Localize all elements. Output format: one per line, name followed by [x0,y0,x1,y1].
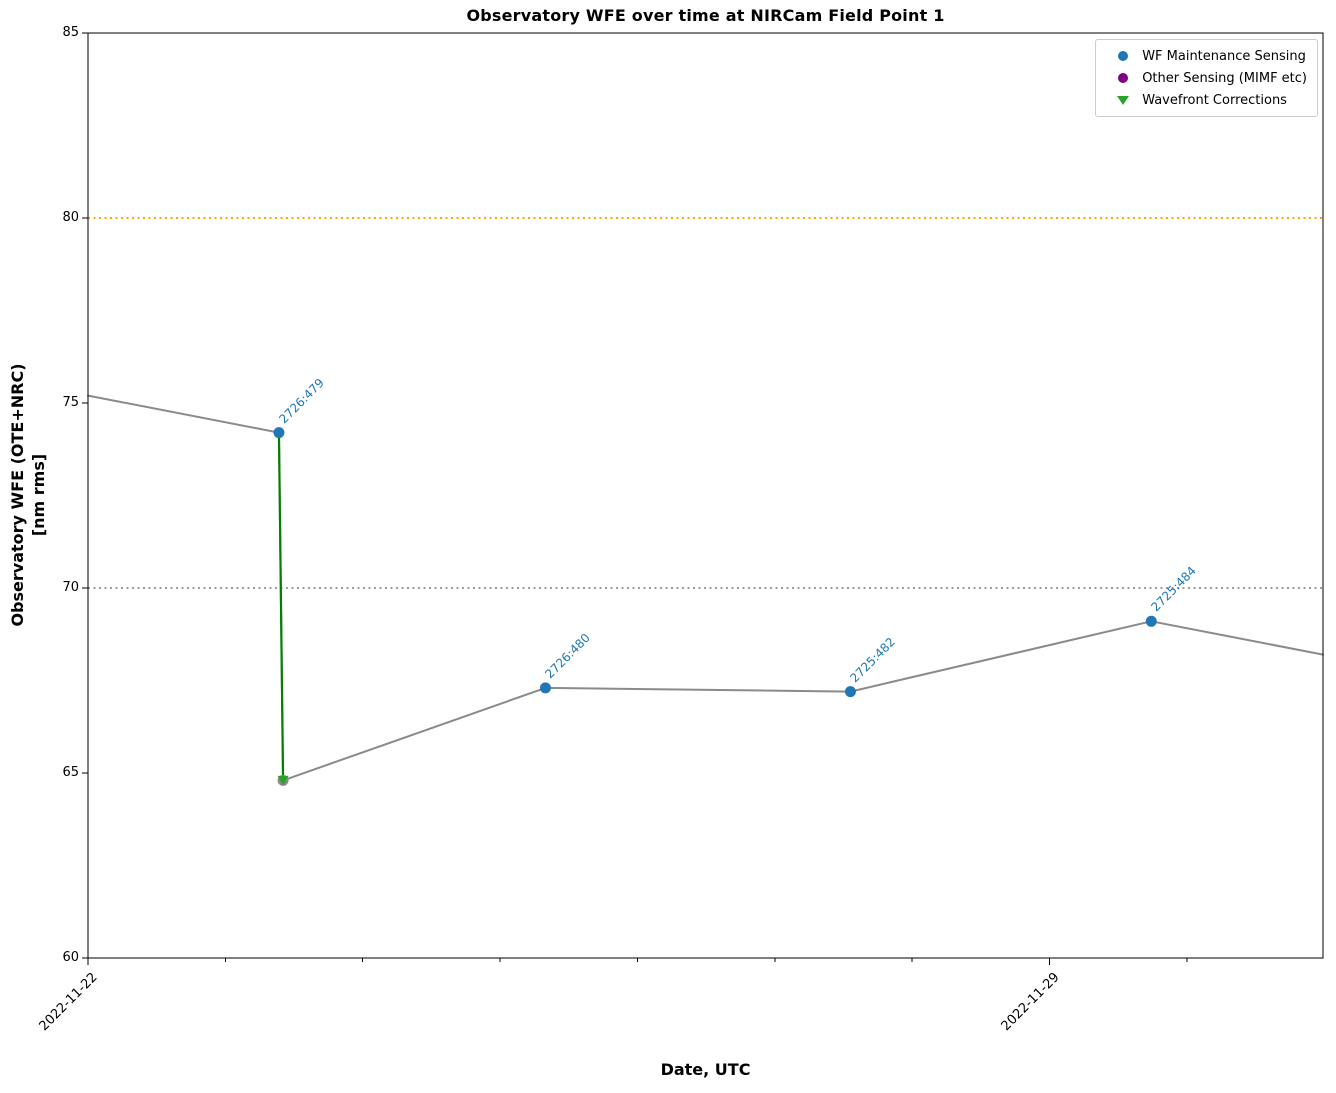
purple-circle-marker-icon [1118,73,1129,83]
legend-item-label: Other Sensing (MIMF etc) [1142,70,1307,86]
legend-marker-cell [1106,51,1140,61]
y-tick-label: 80 [62,210,79,225]
legend-marker-cell [1106,73,1140,83]
y-axis-label-line1: Observatory WFE (OTE+NRC) [8,363,27,627]
x-axis-label: Date, UTC [660,1060,751,1079]
sensing-point-marker [844,686,856,698]
legend-item-other-sensing: Other Sensing (MIMF etc) [1106,69,1307,87]
legend-item-label: WF Maintenance Sensing [1142,48,1306,64]
legend-marker-cell [1106,95,1140,105]
y-tick-label: 75 [62,395,79,410]
chart-title: Observatory WFE over time at NIRCam Fiel… [466,6,945,25]
sensing-point-marker [273,427,285,439]
y-axis-label: Observatory WFE (OTE+NRC) [nm rms] [7,315,49,675]
legend-item-wavefront-corrections: Wavefront Corrections [1106,91,1307,109]
legend-item-wf-maintenance-sensing: WF Maintenance Sensing [1106,47,1307,65]
axes-spines [87,32,1324,959]
wavefront-correction-line [277,432,285,781]
sensing-point-marker [539,682,551,694]
sensing-point-marker [1145,615,1157,627]
wavefront-correction-marker-icon [277,775,289,786]
legend: WF Maintenance Sensing Other Sensing (MI… [1095,39,1318,117]
y-tick-label: 85 [62,25,79,40]
y-axis-label-line2: [nm rms] [29,453,48,537]
y-tick-label: 60 [62,950,79,965]
green-triangle-down-marker-icon [1117,95,1130,105]
legend-item-label: Wavefront Corrections [1142,92,1287,108]
y-tick-label: 70 [62,580,79,595]
blue-circle-marker-icon [1118,51,1129,61]
y-tick-label: 65 [62,765,79,780]
